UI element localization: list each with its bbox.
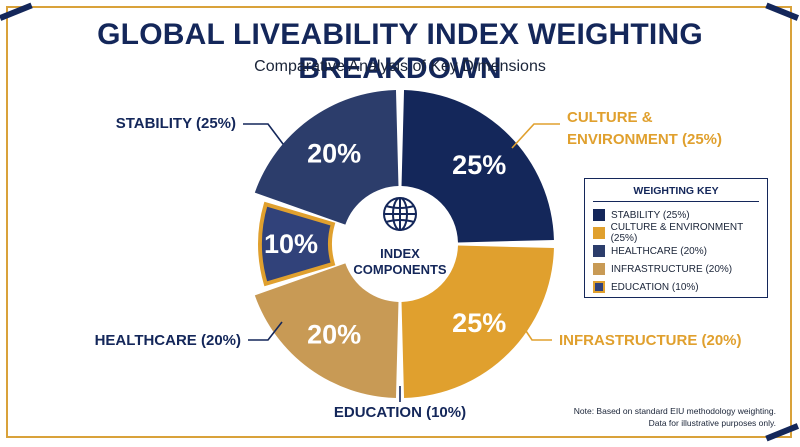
legend-item: STABILITY (25%) bbox=[593, 208, 690, 222]
legend-label: STABILITY (25%) bbox=[611, 209, 690, 221]
legend-label: INFRASTRUCTURE (20%) bbox=[611, 263, 733, 275]
legend-title: WEIGHTING KEY bbox=[633, 185, 719, 197]
leader-line bbox=[248, 321, 283, 341]
slice-value-label: 25% bbox=[452, 150, 506, 180]
pie-slice bbox=[254, 90, 399, 225]
center-label: INDEX bbox=[380, 246, 420, 261]
legend-item: EDUCATION (10%) bbox=[593, 280, 699, 294]
pie-slice bbox=[401, 90, 554, 243]
leader-line bbox=[519, 321, 552, 341]
slice-value-label: 20% bbox=[307, 138, 361, 168]
pie-slice bbox=[254, 263, 399, 398]
legend-label: HEALTHCARE (20%) bbox=[611, 245, 707, 257]
center-disc bbox=[344, 188, 456, 300]
slice-outer-label: INFRASTRUCTURE (20%) bbox=[559, 332, 742, 349]
chart-title: GLOBAL LIVEABILITY INDEX WEIGHTING BREAK… bbox=[97, 18, 703, 85]
legend: WEIGHTING KEY STABILITY (25%) CULTURE & … bbox=[584, 178, 768, 298]
leader-line bbox=[511, 123, 560, 149]
legend-swatch bbox=[593, 209, 605, 221]
center-label: COMPONENTS bbox=[353, 262, 447, 277]
slice-outer-label: STABILITY (25%) bbox=[116, 115, 236, 132]
legend-item: HEALTHCARE (20%) bbox=[593, 244, 707, 258]
slice-outer-label: CULTURE & bbox=[567, 109, 653, 126]
legend-item: INFRASTRUCTURE (20%) bbox=[593, 262, 732, 276]
slice-value-label: 20% bbox=[307, 320, 361, 350]
pie-slice bbox=[401, 245, 554, 398]
legend-label: EDUCATION (10%) bbox=[611, 281, 699, 293]
slice-outer-label: ENVIRONMENT (25%) bbox=[567, 131, 722, 148]
footnote-line: Data for illustrative purposes only. bbox=[648, 418, 776, 428]
legend-item: CULTURE & ENVIRONMENT (25%) bbox=[593, 222, 767, 244]
legend-swatch bbox=[593, 245, 605, 257]
slice-outer-label: EDUCATION (10%) bbox=[334, 404, 466, 421]
legend-label: CULTURE & ENVIRONMENT (25%) bbox=[610, 222, 744, 244]
slice-outer-label: HEALTHCARE (20%) bbox=[95, 332, 241, 349]
legend-swatch bbox=[593, 227, 605, 239]
slice-value-label: 10% bbox=[264, 229, 318, 259]
footnote: Note: Based on standard EIU methodology … bbox=[574, 405, 776, 429]
chart-subtitle: Comparative Analysis of Key Dimensions bbox=[254, 58, 546, 75]
pie-slice bbox=[258, 201, 336, 287]
slice-value-label: 25% bbox=[452, 308, 506, 338]
legend-divider bbox=[593, 201, 759, 202]
footnote-line: Note: Based on standard EIU methodology … bbox=[573, 406, 776, 416]
legend-swatch bbox=[593, 281, 605, 293]
globe-icon bbox=[383, 197, 417, 231]
legend-swatch bbox=[593, 263, 605, 275]
leader-line bbox=[243, 123, 287, 149]
